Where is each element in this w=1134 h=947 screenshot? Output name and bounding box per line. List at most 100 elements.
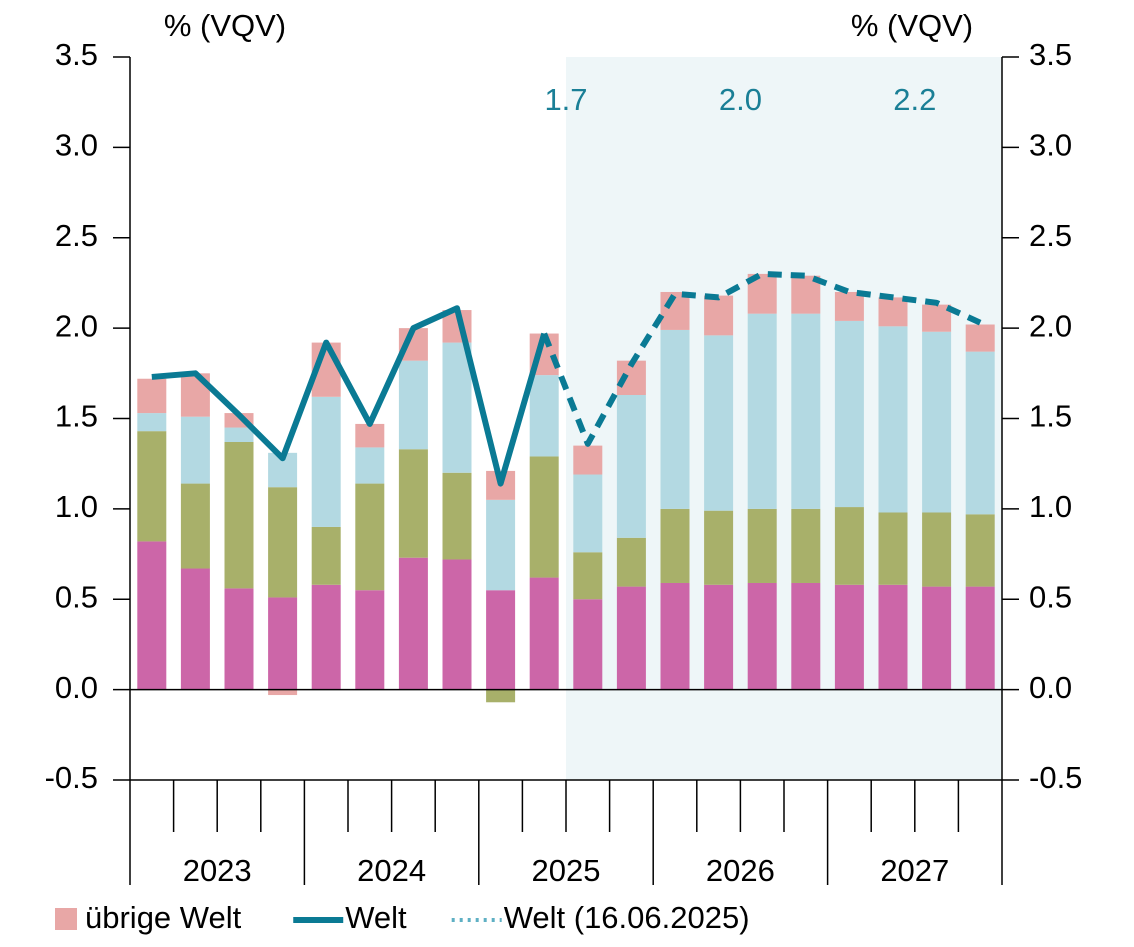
- bar-segment: [616, 537, 646, 587]
- bar-segment: [311, 396, 341, 527]
- bar-segment: [922, 331, 952, 513]
- line-series: [541, 270, 982, 447]
- bar-segment: [311, 584, 341, 690]
- legend-label: Welt (16.06.2025): [504, 900, 750, 935]
- bar-segment: [529, 456, 559, 578]
- bar-segment: [442, 342, 472, 473]
- bar-segment: [398, 449, 428, 558]
- bar-segment: [660, 582, 690, 690]
- bar-segment: [486, 499, 516, 591]
- y2-tick-label: 0.0: [1029, 670, 1072, 705]
- y2-axis-label: % (VQV): [851, 8, 973, 43]
- bar-segment: [878, 584, 908, 690]
- y2-tick-label: 2.5: [1029, 218, 1072, 253]
- y-tick-label: 0.5: [55, 579, 98, 614]
- bar-segment: [965, 586, 995, 690]
- bar-segment: [355, 423, 385, 448]
- bar-segment: [878, 297, 908, 327]
- bar-segment: [398, 360, 428, 450]
- bar-segment: [704, 584, 734, 690]
- bar-segment: [791, 313, 821, 509]
- bar-segment: [442, 559, 472, 690]
- bar-segment: [224, 588, 254, 690]
- bar-segment: [616, 586, 646, 690]
- bar-segment: [704, 295, 734, 336]
- bar-segment: [965, 351, 995, 515]
- legend-swatch: [55, 908, 77, 930]
- bar-segment: [922, 304, 952, 332]
- y2-tick-label: 3.5: [1029, 37, 1072, 72]
- bar-segment: [834, 291, 864, 321]
- bar-segment: [616, 395, 646, 538]
- legend-label: übrige Welt: [85, 900, 242, 935]
- annual-average: 2.0: [719, 82, 762, 117]
- bar-segment: [834, 584, 864, 690]
- bar-segment: [573, 552, 603, 600]
- y-tick-label: 1.0: [55, 489, 98, 524]
- y2-tick-label: 2.0: [1029, 308, 1072, 343]
- bar-segment: [355, 447, 385, 484]
- x-group-label: 2023: [183, 853, 252, 888]
- bar-segment: [704, 335, 734, 511]
- y-tick-label: -0.5: [45, 760, 98, 795]
- bar-segment: [878, 326, 908, 513]
- bar-segment: [573, 445, 603, 475]
- bar-segment: [791, 582, 821, 690]
- bar-segment: [355, 483, 385, 591]
- y-tick-label: 1.5: [55, 399, 98, 434]
- bar-segment: [224, 441, 254, 589]
- y-tick-label: 3.0: [55, 128, 98, 163]
- bar-segment: [137, 413, 167, 432]
- bar-segment: [224, 427, 254, 442]
- y-tick-label: 0.0: [55, 670, 98, 705]
- legend-label: Welt: [345, 900, 407, 935]
- bar-segment: [834, 320, 864, 508]
- bar-segment: [791, 508, 821, 583]
- bar-segment: [747, 508, 777, 583]
- y2-tick-label: 3.0: [1029, 128, 1072, 163]
- bar-segment: [747, 582, 777, 690]
- bar-segment: [137, 431, 167, 542]
- y-tick-label: 2.0: [55, 308, 98, 343]
- annual-average: 1.7: [544, 82, 587, 117]
- line-series: [151, 305, 548, 487]
- bar-segment: [922, 512, 952, 587]
- y2-tick-label: 0.5: [1029, 579, 1072, 614]
- bar-segment: [398, 557, 428, 690]
- bar-segment: [660, 508, 690, 583]
- bar-segment: [704, 510, 734, 585]
- x-group-label: 2024: [357, 853, 426, 888]
- x-group-label: 2026: [706, 853, 775, 888]
- bar-segment: [834, 507, 864, 585]
- bar-segment: [965, 324, 995, 352]
- annual-average: 2.2: [893, 82, 936, 117]
- x-group-label: 2025: [532, 853, 601, 888]
- bar-segment: [486, 689, 516, 703]
- bar-segment: [268, 487, 298, 598]
- bar-segment: [660, 329, 690, 509]
- y2-tick-label: 1.5: [1029, 399, 1072, 434]
- y2-tick-label: 1.0: [1029, 489, 1072, 524]
- bar-segment: [180, 483, 210, 569]
- bar-segment: [180, 568, 210, 690]
- bar-segment: [355, 590, 385, 690]
- bar-segment: [268, 597, 298, 690]
- y-tick-label: 3.5: [55, 37, 98, 72]
- bar-segment: [922, 586, 952, 690]
- bar-segment: [573, 599, 603, 690]
- y2-tick-label: -0.5: [1029, 760, 1082, 795]
- bar-segment: [180, 416, 210, 484]
- bar-segment: [311, 526, 341, 585]
- bar-segment: [573, 474, 603, 553]
- bar-segment: [137, 541, 167, 690]
- bar-segment: [529, 375, 559, 457]
- bar-segment: [529, 577, 559, 690]
- y-tick-label: 2.5: [55, 218, 98, 253]
- y-axis-label: % (VQV): [164, 8, 286, 43]
- x-group-label: 2027: [880, 853, 949, 888]
- bar-segment: [268, 689, 298, 696]
- bar-segment: [442, 472, 472, 560]
- bar-segment: [747, 313, 777, 509]
- bar-segment: [878, 512, 908, 585]
